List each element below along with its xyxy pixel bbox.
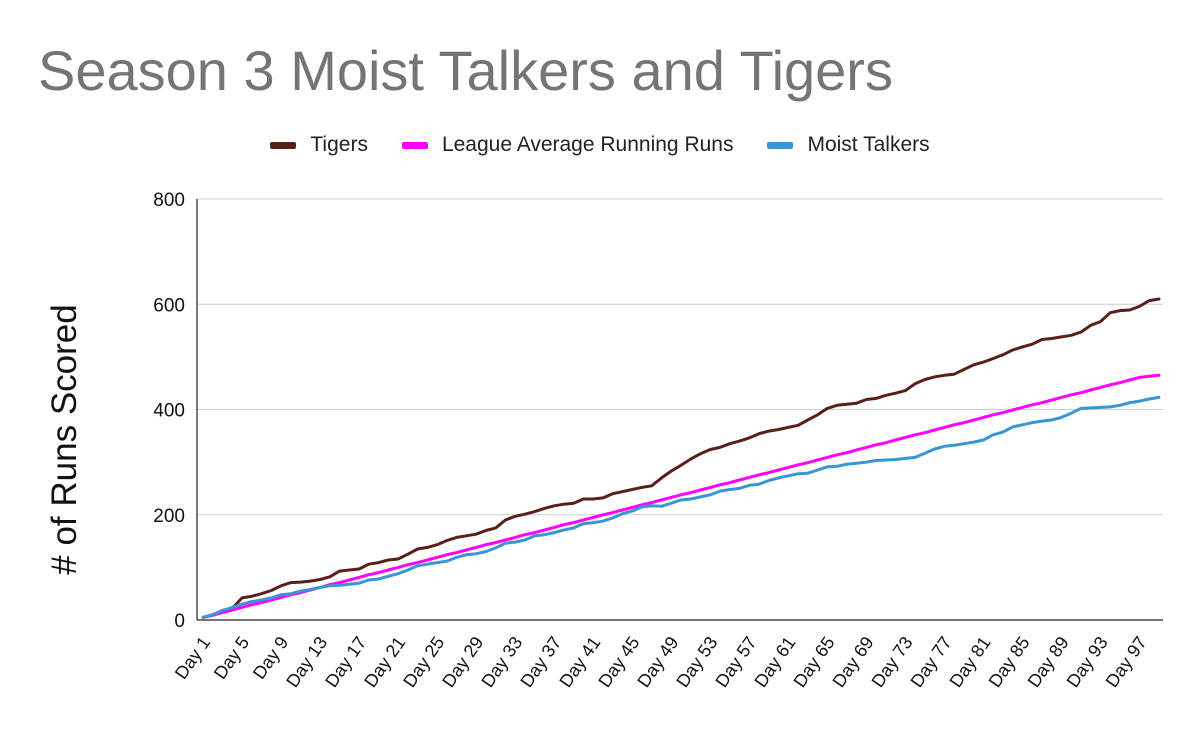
series-line-league-average-running-runs: [201, 373, 1161, 619]
legend-swatch-tigers: [270, 141, 297, 149]
legend-item-tigers: Tigers: [270, 133, 368, 157]
series-line-tigers: [201, 297, 1161, 619]
y-tick-label: 400: [153, 401, 185, 422]
legend-item-moist-talkers: Moist Talkers: [767, 133, 930, 157]
x-tick-label: Day 97: [1102, 633, 1151, 691]
y-axis-title: # of Runs Scored: [45, 304, 84, 574]
legend-swatch-league-average: [401, 141, 428, 149]
chart-legend: Tigers League Average Running Runs Moist…: [0, 133, 1200, 157]
legend-item-league-average: League Average Running Runs: [401, 133, 734, 157]
chart-title: Season 3 Moist Talkers and Tigers: [38, 39, 893, 102]
legend-swatch-moist-talkers: [767, 141, 794, 149]
y-tick-label: 600: [153, 295, 185, 316]
legend-label-moist-talkers: Moist Talkers: [807, 133, 930, 156]
legend-label-tigers: Tigers: [310, 133, 368, 156]
x-tick-label: Day 1: [171, 633, 214, 683]
x-tick-label: Day 5: [210, 633, 253, 683]
y-tick-label: 800: [153, 190, 185, 211]
y-tick-label: 200: [153, 506, 185, 527]
legend-label-league-average: League Average Running Runs: [441, 133, 734, 156]
y-tick-label: 0: [174, 611, 185, 632]
series-line-moist-talkers: [201, 395, 1161, 619]
